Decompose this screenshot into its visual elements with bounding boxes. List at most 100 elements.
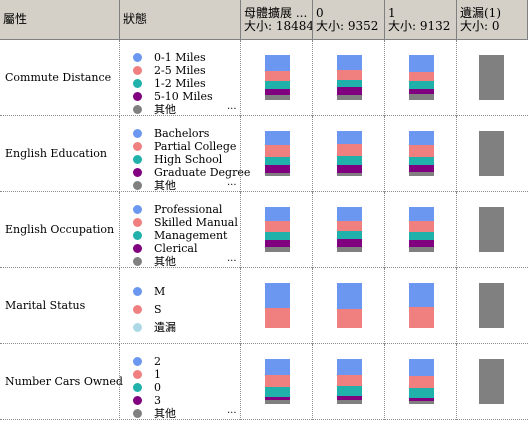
- histogram-segment: [409, 247, 434, 252]
- missing-histogram-cell[interactable]: [457, 268, 528, 344]
- stacked-histogram-bar: [265, 207, 290, 252]
- states-cell[interactable]: 2 1 0 3 其他...: [120, 344, 241, 420]
- stacked-histogram-bar: [409, 359, 434, 404]
- state-label: 2-5 Miles: [154, 64, 206, 77]
- attribute-cell[interactable]: Number Cars Owned: [0, 344, 123, 420]
- population-histogram-cell[interactable]: [241, 192, 313, 268]
- histogram-segment: [337, 231, 362, 239]
- population-histogram-cell[interactable]: [241, 116, 313, 192]
- histogram-segment: [265, 156, 290, 166]
- missing-histogram-bar: [479, 359, 504, 404]
- node1-histogram-cell[interactable]: [385, 192, 457, 268]
- header-node-1[interactable]: 1 大小: 9132: [385, 0, 457, 40]
- histogram-segment: [265, 81, 290, 89]
- state-color-dot: [133, 370, 142, 379]
- header-attribute[interactable]: 屬性: [0, 0, 120, 40]
- histogram-segment: [409, 232, 434, 240]
- histogram-segment: [265, 400, 290, 404]
- states-cell[interactable]: Professional Skilled Manual Management Cler…: [120, 192, 241, 268]
- histogram-segment: [409, 239, 434, 248]
- stacked-histogram-bar: [265, 283, 290, 328]
- header-node-0-title: 0: [316, 6, 324, 20]
- state-color-dot: [133, 396, 142, 405]
- states-cell[interactable]: M S 遺漏: [120, 268, 241, 344]
- histogram-segment: [337, 55, 362, 70]
- attribute-cell[interactable]: Commute Distance: [0, 40, 120, 116]
- state-color-dot: [133, 129, 142, 138]
- states-cell[interactable]: 0-1 Miles 2-5 Miles 1-2 Miles 5-10 Miles 其他.…: [120, 40, 241, 116]
- histogram-segment: [265, 239, 290, 248]
- histogram-segment: [337, 172, 362, 176]
- table-row[interactable]: Commute Distance 0-1 Miles 2-5 Miles 1-2 Mi…: [0, 40, 528, 116]
- histogram-segment: [409, 172, 434, 176]
- header-missing-title: 遺漏(1): [460, 6, 501, 20]
- attribute-cell[interactable]: English Occupation: [0, 192, 120, 268]
- header-states-label: 狀態: [123, 12, 148, 26]
- state-color-dot: [133, 323, 142, 332]
- attribute-name: English Occupation: [5, 223, 115, 236]
- table-row[interactable]: English Education Bachelors Partial Colleg…: [0, 116, 528, 192]
- stacked-histogram-bar: [409, 207, 434, 252]
- state-label: Bachelors: [154, 127, 210, 140]
- population-histogram-cell[interactable]: [241, 268, 313, 344]
- states-cell[interactable]: Bachelors Partial College High School Gradu…: [120, 116, 250, 192]
- node1-histogram-cell[interactable]: [385, 116, 457, 192]
- histogram-segment: [337, 399, 362, 404]
- histogram-segment: [265, 94, 290, 100]
- missing-histogram-cell[interactable]: [457, 40, 528, 116]
- stacked-histogram-bar: [337, 207, 362, 252]
- node1-histogram-cell[interactable]: [385, 40, 457, 116]
- node0-histogram-cell[interactable]: [313, 40, 385, 116]
- histogram-segment: [337, 283, 362, 309]
- histogram-segment: [409, 55, 434, 73]
- attribute-cell[interactable]: English Education: [0, 116, 120, 192]
- histogram-segment: [337, 374, 362, 386]
- table-row[interactable]: Marital Status M S 遺漏: [0, 268, 528, 344]
- histogram-segment: [265, 71, 290, 82]
- histogram-segment: [265, 232, 290, 240]
- stacked-histogram-bar: [409, 283, 434, 328]
- histogram-segment: [409, 81, 434, 89]
- node1-histogram-cell[interactable]: [385, 268, 457, 344]
- histogram-segment: [337, 207, 362, 221]
- histogram-segment: [337, 131, 362, 144]
- histogram-segment: [337, 246, 362, 252]
- table-row[interactable]: English Occupation Professional Skilled Ma…: [0, 192, 528, 268]
- header-node-0[interactable]: 0 大小: 9352: [313, 0, 385, 40]
- state-color-dot: [133, 168, 142, 177]
- population-histogram-cell[interactable]: [241, 40, 313, 116]
- state-color-dot: [133, 357, 142, 366]
- state-color-dot: [133, 79, 142, 88]
- state-label: Management: [154, 229, 228, 242]
- node0-histogram-cell[interactable]: [313, 116, 385, 192]
- header-states[interactable]: 狀態: [120, 0, 241, 40]
- state-label: Clerical: [154, 242, 198, 255]
- node0-histogram-cell[interactable]: [313, 344, 385, 420]
- state-label: Skilled Manual: [154, 216, 238, 229]
- missing-histogram-cell[interactable]: [457, 116, 528, 192]
- state-color-dot: [133, 142, 142, 151]
- histogram-segment: [265, 396, 290, 401]
- more-states-indicator: ...: [227, 253, 237, 264]
- histogram-segment: [337, 359, 362, 375]
- more-states-indicator: ...: [227, 101, 237, 112]
- state-color-dot: [133, 383, 142, 392]
- missing-histogram-cell[interactable]: [457, 192, 528, 268]
- attribute-name: Commute Distance: [5, 71, 112, 84]
- histogram-segment: [409, 397, 434, 401]
- header-missing[interactable]: 遺漏(1) 大小: 0: [457, 0, 528, 40]
- missing-histogram-bar: [479, 207, 504, 252]
- node1-histogram-cell[interactable]: [385, 344, 457, 420]
- attribute-cell[interactable]: Marital Status: [0, 268, 120, 344]
- population-histogram-cell[interactable]: [241, 344, 313, 420]
- header-population[interactable]: 母體擴展 ... 大小: 18484: [241, 0, 313, 40]
- node0-histogram-cell[interactable]: [313, 268, 385, 344]
- histogram-segment: [337, 386, 362, 396]
- state-label: Graduate Degree: [154, 166, 251, 179]
- table-row[interactable]: Number Cars Owned 2 1 0 3 其他...: [0, 344, 528, 420]
- histogram-segment: [265, 283, 290, 308]
- histogram-segment: [409, 156, 434, 165]
- node0-histogram-cell[interactable]: [313, 192, 385, 268]
- histogram-segment: [337, 143, 362, 156]
- missing-histogram-cell[interactable]: [457, 344, 528, 420]
